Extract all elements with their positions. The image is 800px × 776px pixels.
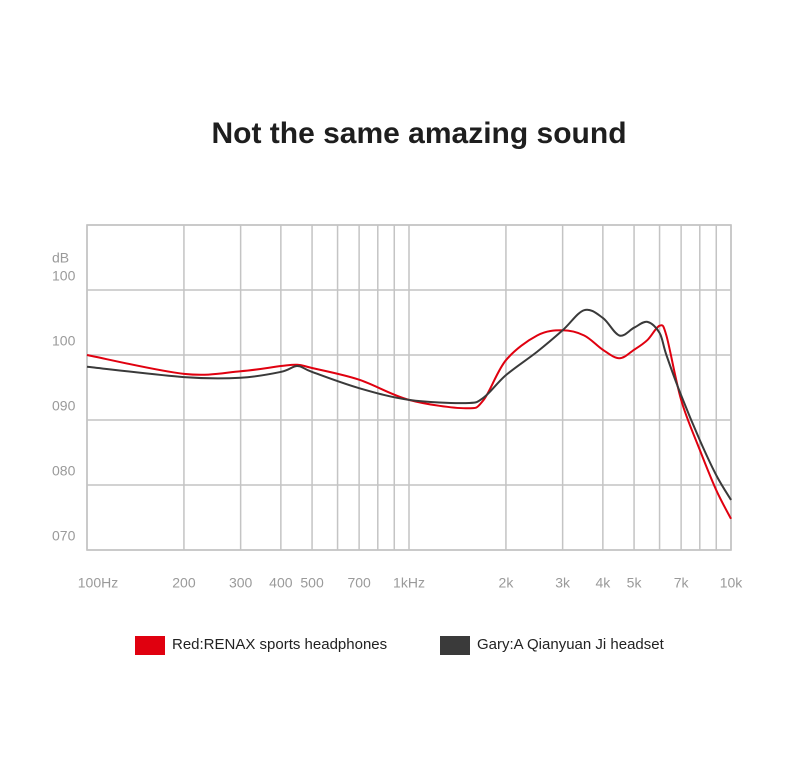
x-tick-label: 2k [499,575,515,591]
x-tick-label: 700 [347,575,371,591]
y-tick-label: 090 [52,398,76,414]
x-tick-label: 7k [674,575,690,591]
chart-title: Not the same amazing sound [211,117,626,150]
y-tick-label: 080 [52,463,76,479]
series-line [86,324,732,520]
x-tick-label: 1kHz [393,575,425,591]
y-tick-label: 100 [52,333,76,349]
y-axis-label: dB [52,250,69,266]
legend-swatch [440,636,470,655]
x-tick-label: 3k [555,575,571,591]
y-tick-label: 070 [52,528,76,544]
x-tick-label: 400 [269,575,293,591]
legend-swatch [135,636,165,655]
x-tick-label: 500 [300,575,324,591]
x-tick-label: 4k [595,575,611,591]
x-tick-label: 300 [229,575,253,591]
legend-label: Red:RENAX sports headphones [172,636,387,653]
x-tick-label: 200 [172,575,196,591]
x-tick-label: 10k [720,575,744,591]
y-tick-label: 100 [52,268,76,284]
series-line [86,308,732,501]
x-tick-label: 5k [627,575,643,591]
x-tick-label: 100Hz [78,575,118,591]
legend-label: Gary:A Qianyuan Ji headset [477,636,665,653]
